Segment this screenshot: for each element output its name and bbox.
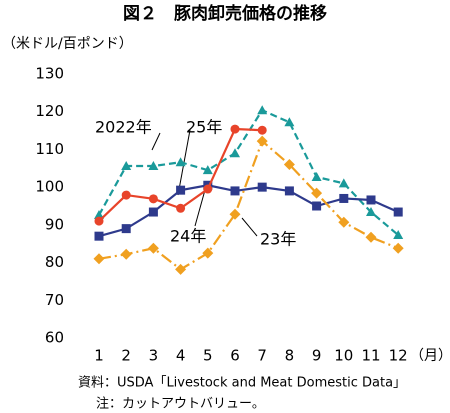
y-tick-label: 110 xyxy=(35,140,64,158)
y-tick-label: 70 xyxy=(45,291,64,309)
marker xyxy=(311,187,323,199)
source: 資料：USDA「Livestock and Meat Domestic Data… xyxy=(78,376,406,391)
marker xyxy=(175,263,187,275)
marker xyxy=(257,125,267,135)
marker xyxy=(230,124,240,134)
marker xyxy=(94,216,104,226)
x-tick-label: 9 xyxy=(312,347,322,365)
note: 注：カットアウトバリュー。 xyxy=(96,397,265,412)
marker xyxy=(283,159,295,171)
y-tick-label: 100 xyxy=(35,178,64,196)
series-line xyxy=(98,139,399,271)
y-tick-label: 60 xyxy=(45,329,64,347)
leader xyxy=(241,217,258,237)
marker xyxy=(121,224,131,234)
y-tick-label: 120 xyxy=(35,102,64,120)
marker xyxy=(148,194,158,204)
marker xyxy=(257,105,268,115)
marker xyxy=(338,216,350,228)
marker xyxy=(339,193,349,203)
x-tick-label: 12 xyxy=(389,347,408,365)
x-tick-label: 6 xyxy=(230,347,240,365)
x-tick-label: 10 xyxy=(334,347,353,365)
x-tick-label: 1 xyxy=(94,347,104,365)
marker xyxy=(392,242,404,254)
series-line xyxy=(98,184,399,238)
marker xyxy=(230,186,240,196)
series-line xyxy=(98,108,399,236)
marker xyxy=(202,165,213,175)
marker xyxy=(256,135,268,147)
annotation: 2022年 xyxy=(95,118,152,137)
marker xyxy=(175,157,186,167)
marker xyxy=(94,210,104,220)
marker xyxy=(366,195,376,205)
marker xyxy=(147,242,159,254)
annotation: 25年 xyxy=(186,118,222,137)
chart-title: 図２ 豚肉卸売価格の推移 xyxy=(123,3,327,24)
x-tick-label: 11 xyxy=(361,347,380,365)
x-tick-label: 2 xyxy=(121,347,131,365)
y-tick-label: 130 xyxy=(35,65,64,83)
y-tick-label: 80 xyxy=(45,253,64,271)
marker xyxy=(257,182,267,192)
marker xyxy=(202,247,214,259)
marker xyxy=(148,207,158,217)
marker xyxy=(338,178,349,188)
x-tick-label: 4 xyxy=(176,347,186,365)
marker xyxy=(366,207,376,217)
marker xyxy=(121,190,131,200)
marker xyxy=(176,185,186,195)
marker xyxy=(93,253,105,265)
marker xyxy=(365,231,377,243)
x-tick-label: 8 xyxy=(285,347,295,365)
annotation: 23年 xyxy=(260,230,296,249)
annotation: 24年 xyxy=(170,227,206,246)
marker xyxy=(148,161,159,171)
leader xyxy=(151,132,161,151)
x-tick-label: 5 xyxy=(203,347,213,365)
x-tick-label: 7 xyxy=(257,347,267,365)
y-axis-label: （米ドル/百ポンド） xyxy=(2,36,133,52)
marker xyxy=(393,207,403,217)
x-axis-label: （月） xyxy=(410,348,450,364)
marker xyxy=(120,248,132,260)
marker xyxy=(393,230,404,240)
marker xyxy=(176,203,186,213)
marker xyxy=(312,201,322,211)
leader xyxy=(194,189,206,227)
marker xyxy=(203,184,213,194)
y-tick-label: 90 xyxy=(45,215,64,233)
marker xyxy=(284,117,295,127)
marker xyxy=(94,231,104,241)
marker xyxy=(121,161,132,171)
marker xyxy=(311,171,322,181)
marker xyxy=(229,208,241,220)
marker xyxy=(230,148,240,158)
marker xyxy=(284,186,294,196)
x-tick-label: 3 xyxy=(149,347,159,365)
